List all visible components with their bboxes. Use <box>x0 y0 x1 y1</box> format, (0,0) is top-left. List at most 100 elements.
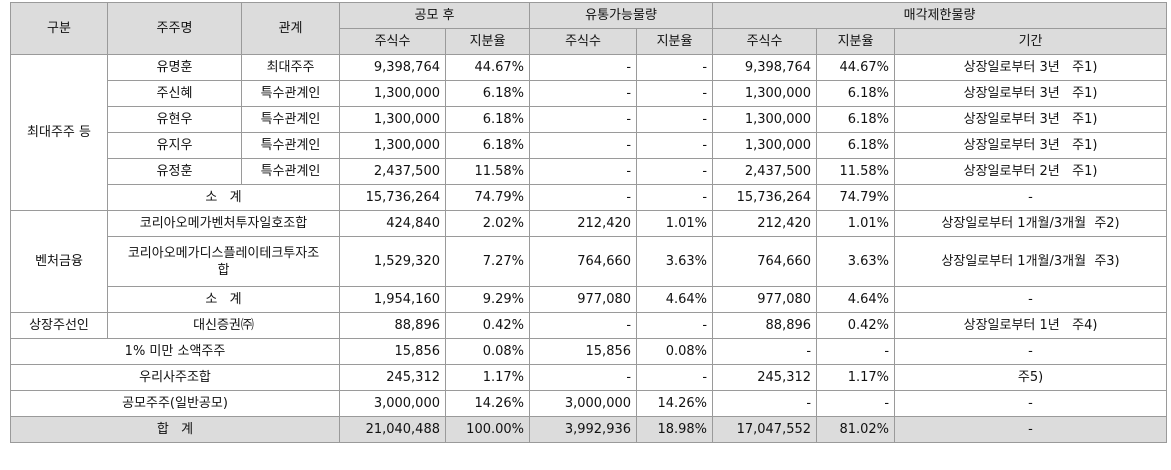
table-row: 1% 미만 소액주주 15,856 0.08% 15,856 0.08% - -… <box>10 338 1168 365</box>
shares: 1,300,000 <box>339 106 446 133</box>
period: - <box>894 286 1168 313</box>
period: 상장일로부터 1개월/3개월 주3) <box>894 236 1168 287</box>
holder-name: 대신증권㈜ <box>107 312 340 339</box>
header-tradable: 유통가능물량 <box>529 2 714 29</box>
restricted-shares: 212,420 <box>712 210 818 237</box>
restricted-shares: 2,437,500 <box>712 158 818 185</box>
tradable-ratio: 3.63% <box>636 236 714 287</box>
header-row-2: 주식수 지분율 주식수 지분율 주식수 지분율 기간 <box>11 28 1168 55</box>
period: 주5) <box>894 364 1168 391</box>
ratio: 11.58% <box>444 158 531 185</box>
subtotal-row: 소 계 1,954,160 9.29% 977,080 4.64% 977,08… <box>11 286 1168 313</box>
holder-name: 우리사주조합 <box>10 364 340 391</box>
restricted-shares: - <box>712 338 818 365</box>
period: 상장일로부터 1개월/3개월 주2) <box>894 210 1168 237</box>
restricted-ratio: 81.02% <box>816 416 896 443</box>
period: 상장일로부터 1년 주4) <box>894 312 1168 339</box>
period: 상장일로부터 3년 주1) <box>894 132 1168 159</box>
ratio: 2.02% <box>444 210 531 237</box>
subtotal-label: 소 계 <box>107 184 340 211</box>
restricted-shares: 1,300,000 <box>712 80 818 107</box>
tradable-shares: - <box>529 54 638 81</box>
subtotal-row: 소 계 15,736,264 74.79% - - 15,736,264 74.… <box>11 184 1168 211</box>
table-row: 코리아오메가디스플레이테크투자조합 1,529,320 7.27% 764,66… <box>11 236 1168 287</box>
tradable-ratio: 14.26% <box>636 390 714 417</box>
tradable-ratio: - <box>636 184 714 211</box>
header-after-ipo: 공모 후 <box>338 2 531 29</box>
tradable-shares: - <box>529 364 638 391</box>
shares: 88,896 <box>339 312 446 339</box>
header-restricted: 매각제한물량 <box>712 2 1168 29</box>
restricted-shares: 245,312 <box>712 364 818 391</box>
tradable-shares: 3,992,936 <box>529 416 638 443</box>
shareholder-lockup-table: 구분 주주명 관계 공모 후 유통가능물량 매각제한물량 주식수 지분율 주식수… <box>10 2 1168 443</box>
header-shares: 주식수 <box>712 28 818 55</box>
relation: 최대주주 <box>241 54 340 81</box>
shares: 1,954,160 <box>339 286 446 313</box>
restricted-shares: 17,047,552 <box>712 416 818 443</box>
tradable-ratio: 4.64% <box>636 286 714 313</box>
period: - <box>894 390 1168 417</box>
holder-name: 유지우 <box>107 132 242 159</box>
shares: 2,437,500 <box>339 158 446 185</box>
holder-name: 공모주주(일반공모) <box>10 390 340 417</box>
tradable-shares: 977,080 <box>529 286 638 313</box>
tradable-ratio: - <box>636 364 714 391</box>
period: 상장일로부터 3년 주1) <box>894 54 1168 81</box>
group-label: 벤처금융 <box>10 210 108 313</box>
tradable-shares: - <box>529 184 638 211</box>
tradable-ratio: - <box>636 158 714 185</box>
relation: 특수관계인 <box>241 106 340 133</box>
relation: 특수관계인 <box>241 132 340 159</box>
holder-name: 유명훈 <box>107 54 242 81</box>
table-row: 유지우 특수관계인 1,300,000 6.18% - - 1,300,000 … <box>11 132 1168 159</box>
header-holder: 주주명 <box>107 2 242 55</box>
restricted-shares: 764,660 <box>712 236 818 287</box>
ratio: 14.26% <box>444 390 531 417</box>
header-ratio: 지분율 <box>816 28 896 55</box>
total-label: 합 계 <box>10 416 340 443</box>
restricted-ratio: - <box>816 390 896 417</box>
shares: 3,000,000 <box>339 390 446 417</box>
restricted-shares: - <box>712 390 818 417</box>
tradable-ratio: 18.98% <box>636 416 714 443</box>
ratio: 9.29% <box>444 286 531 313</box>
shares: 15,736,264 <box>339 184 446 211</box>
restricted-shares: 1,300,000 <box>712 132 818 159</box>
holder-name: 유정훈 <box>107 158 242 185</box>
ratio: 6.18% <box>444 80 531 107</box>
tradable-shares: 764,660 <box>529 236 638 287</box>
shares: 1,529,320 <box>339 236 446 287</box>
restricted-ratio: 6.18% <box>816 132 896 159</box>
header-ratio: 지분율 <box>444 28 531 55</box>
restricted-ratio: 44.67% <box>816 54 896 81</box>
tradable-ratio: - <box>636 312 714 339</box>
tradable-shares: 212,420 <box>529 210 638 237</box>
shares: 1,300,000 <box>339 132 446 159</box>
tradable-shares: - <box>529 158 638 185</box>
lockup-table-container: 구분 주주명 관계 공모 후 유통가능물량 매각제한물량 주식수 지분율 주식수… <box>10 2 1168 443</box>
header-group: 구분 <box>10 2 108 55</box>
restricted-ratio: - <box>816 338 896 365</box>
tradable-ratio: - <box>636 106 714 133</box>
restricted-ratio: 6.18% <box>816 80 896 107</box>
restricted-shares: 1,300,000 <box>712 106 818 133</box>
table-row: 유현우 특수관계인 1,300,000 6.18% - - 1,300,000 … <box>11 106 1168 133</box>
tradable-ratio: - <box>636 54 714 81</box>
holder-name: 유현우 <box>107 106 242 133</box>
relation: 특수관계인 <box>241 80 340 107</box>
restricted-ratio: 1.01% <box>816 210 896 237</box>
holder-name: 코리아오메가벤처투자일호조합 <box>107 210 340 237</box>
table-row: 상장주선인 대신증권㈜ 88,896 0.42% - - 88,896 0.42… <box>10 312 1168 339</box>
tradable-shares: - <box>529 312 638 339</box>
shares: 9,398,764 <box>339 54 446 81</box>
restricted-ratio: 74.79% <box>816 184 896 211</box>
restricted-shares: 88,896 <box>712 312 818 339</box>
table-row: 주신혜 특수관계인 1,300,000 6.18% - - 1,300,000 … <box>11 80 1168 107</box>
total-row: 합 계 21,040,488 100.00% 3,992,936 18.98% … <box>10 416 1168 443</box>
holder-name: 1% 미만 소액주주 <box>10 338 340 365</box>
shares: 21,040,488 <box>339 416 446 443</box>
subtotal-label: 소 계 <box>107 286 340 313</box>
tradable-ratio: 1.01% <box>636 210 714 237</box>
relation: 특수관계인 <box>241 158 340 185</box>
